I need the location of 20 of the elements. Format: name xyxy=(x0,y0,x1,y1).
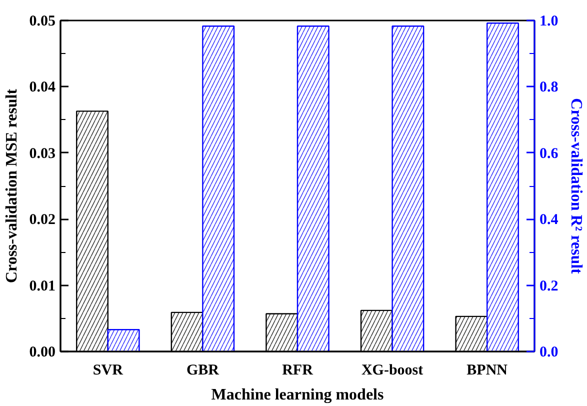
y-axis-title: Cross-validation MSE result xyxy=(3,88,20,284)
y2-tick-label: 0.2 xyxy=(540,278,558,294)
y-tick-label: 0.05 xyxy=(29,14,56,30)
y2-tick-label: 0.8 xyxy=(540,80,558,96)
y2-tick-label: 0.6 xyxy=(540,146,559,162)
x-tick-label: GBR xyxy=(186,362,220,378)
y-tick-label: 0.01 xyxy=(29,278,56,294)
x-tick-label: BPNN xyxy=(466,362,508,378)
y-tick-label: 0.03 xyxy=(29,146,56,162)
x-axis-title: Machine learning models xyxy=(211,386,384,404)
x-tick-label: SVR xyxy=(92,362,124,378)
y2-tick-label: 0.4 xyxy=(540,212,559,228)
y2-tick-label: 0.0 xyxy=(540,344,558,360)
y2-axis-title: Cross-validation R² result xyxy=(567,98,584,275)
y-tick-label: 0.04 xyxy=(29,80,56,96)
y-tick-label: 0.00 xyxy=(29,344,56,360)
x-tick-label: RFR xyxy=(282,362,314,378)
y2-tick-label: 1.0 xyxy=(540,14,558,30)
y-tick-label: 0.02 xyxy=(29,212,56,228)
x-tick-label: XG-boost xyxy=(361,362,424,378)
